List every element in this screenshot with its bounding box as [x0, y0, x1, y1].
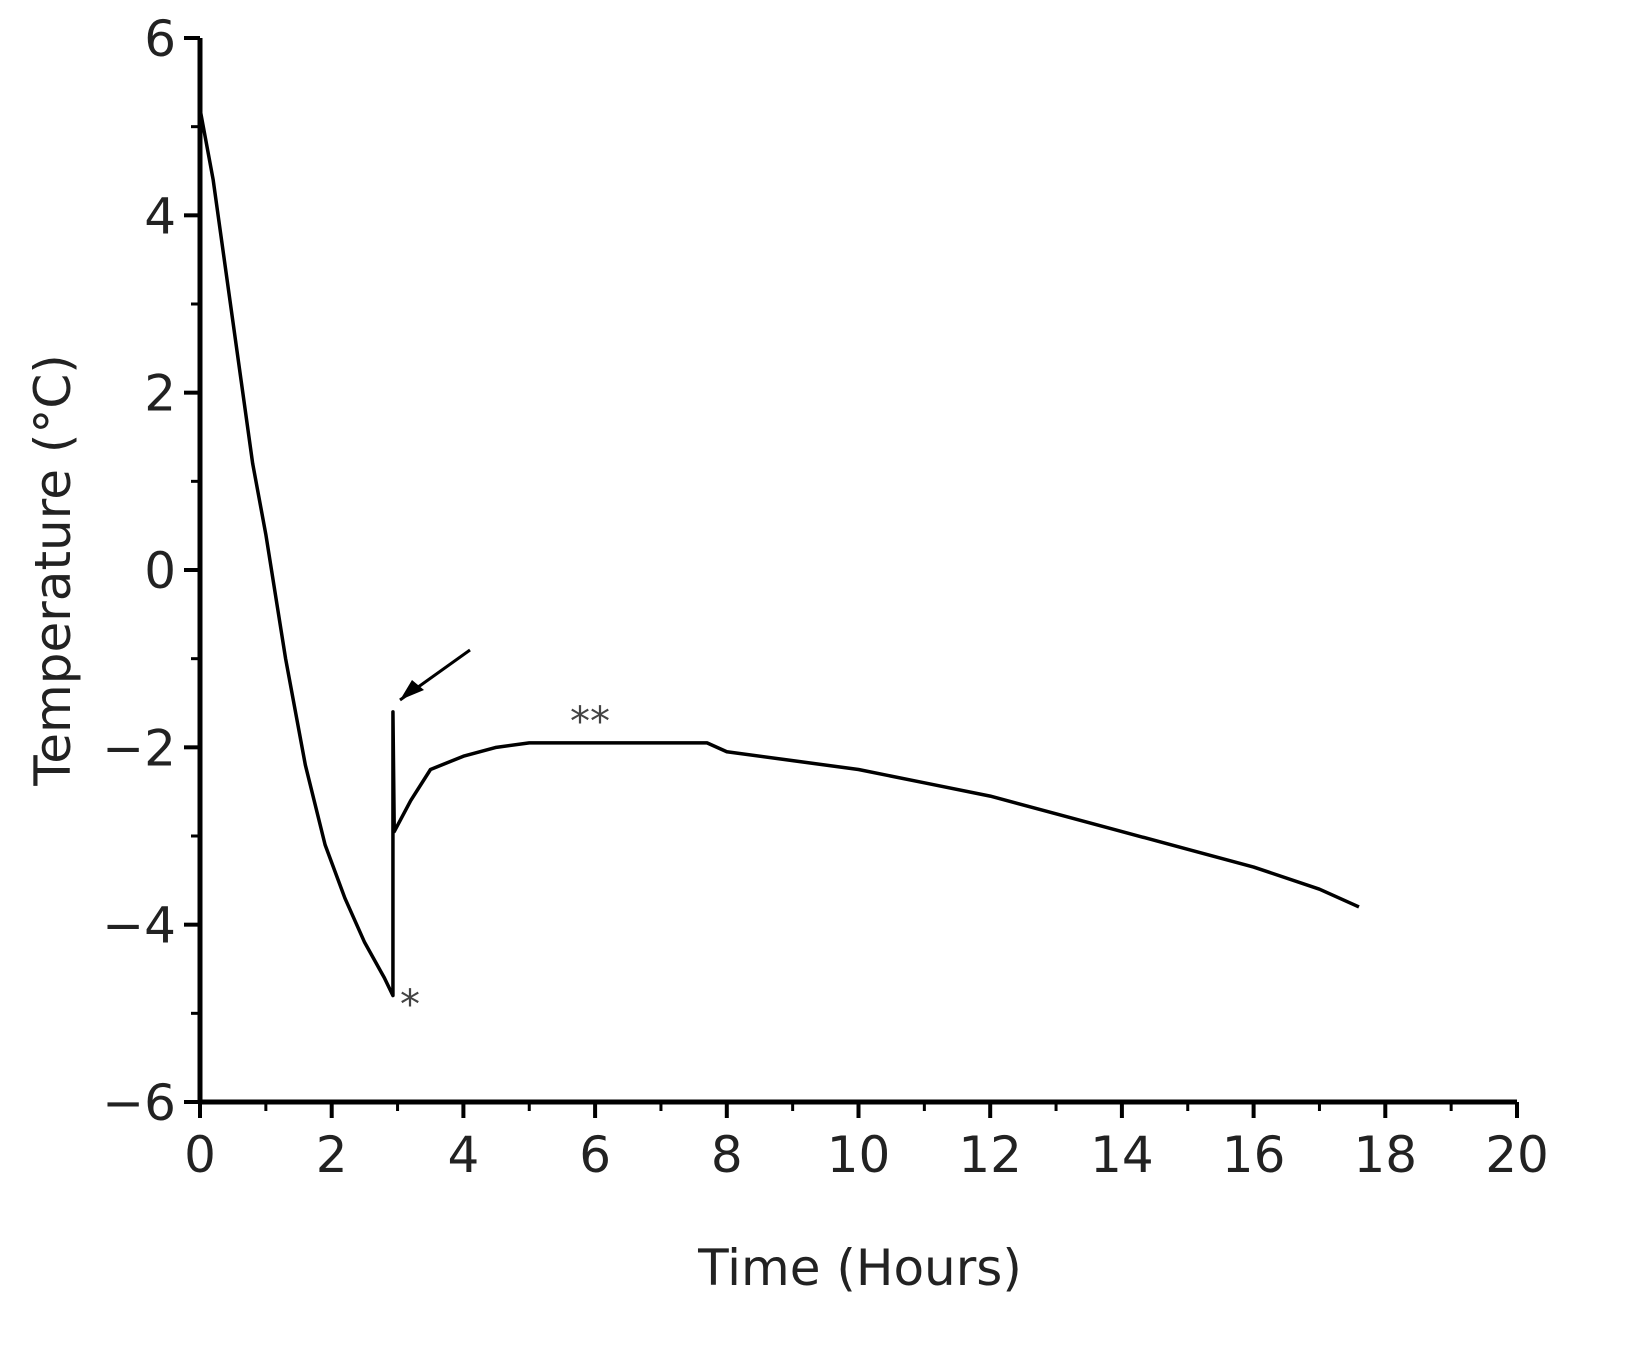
x-tick-label: 18	[1353, 1126, 1417, 1184]
y-tick-label: 6	[144, 10, 176, 68]
x-tick-label: 16	[1222, 1126, 1286, 1184]
y-tick-label: 0	[144, 542, 176, 600]
x-tick-label: 4	[447, 1126, 479, 1184]
y-tick-label: −6	[102, 1074, 176, 1132]
y-tick-label: 4	[144, 187, 176, 245]
annotation: **	[570, 699, 610, 745]
x-tick-label: 10	[827, 1126, 891, 1184]
x-tick-label: 20	[1485, 1126, 1549, 1184]
annotation: *	[400, 982, 420, 1028]
y-tick-label: −2	[102, 719, 176, 777]
x-tick-label: 14	[1090, 1126, 1154, 1184]
x-axis-label: Time (Hours)	[697, 1239, 1022, 1297]
y-tick-label: 2	[144, 365, 176, 423]
y-tick-label: −4	[102, 897, 176, 955]
arrow-head	[400, 680, 424, 700]
y-axis-label: Temperature (°C)	[24, 354, 82, 787]
data-line	[198, 108, 1360, 998]
x-tick-label: 12	[958, 1126, 1022, 1184]
x-tick-label: 0	[184, 1126, 216, 1184]
x-tick-label: 8	[711, 1126, 743, 1184]
x-tick-label: 2	[316, 1126, 348, 1184]
x-tick-label: 6	[579, 1126, 611, 1184]
